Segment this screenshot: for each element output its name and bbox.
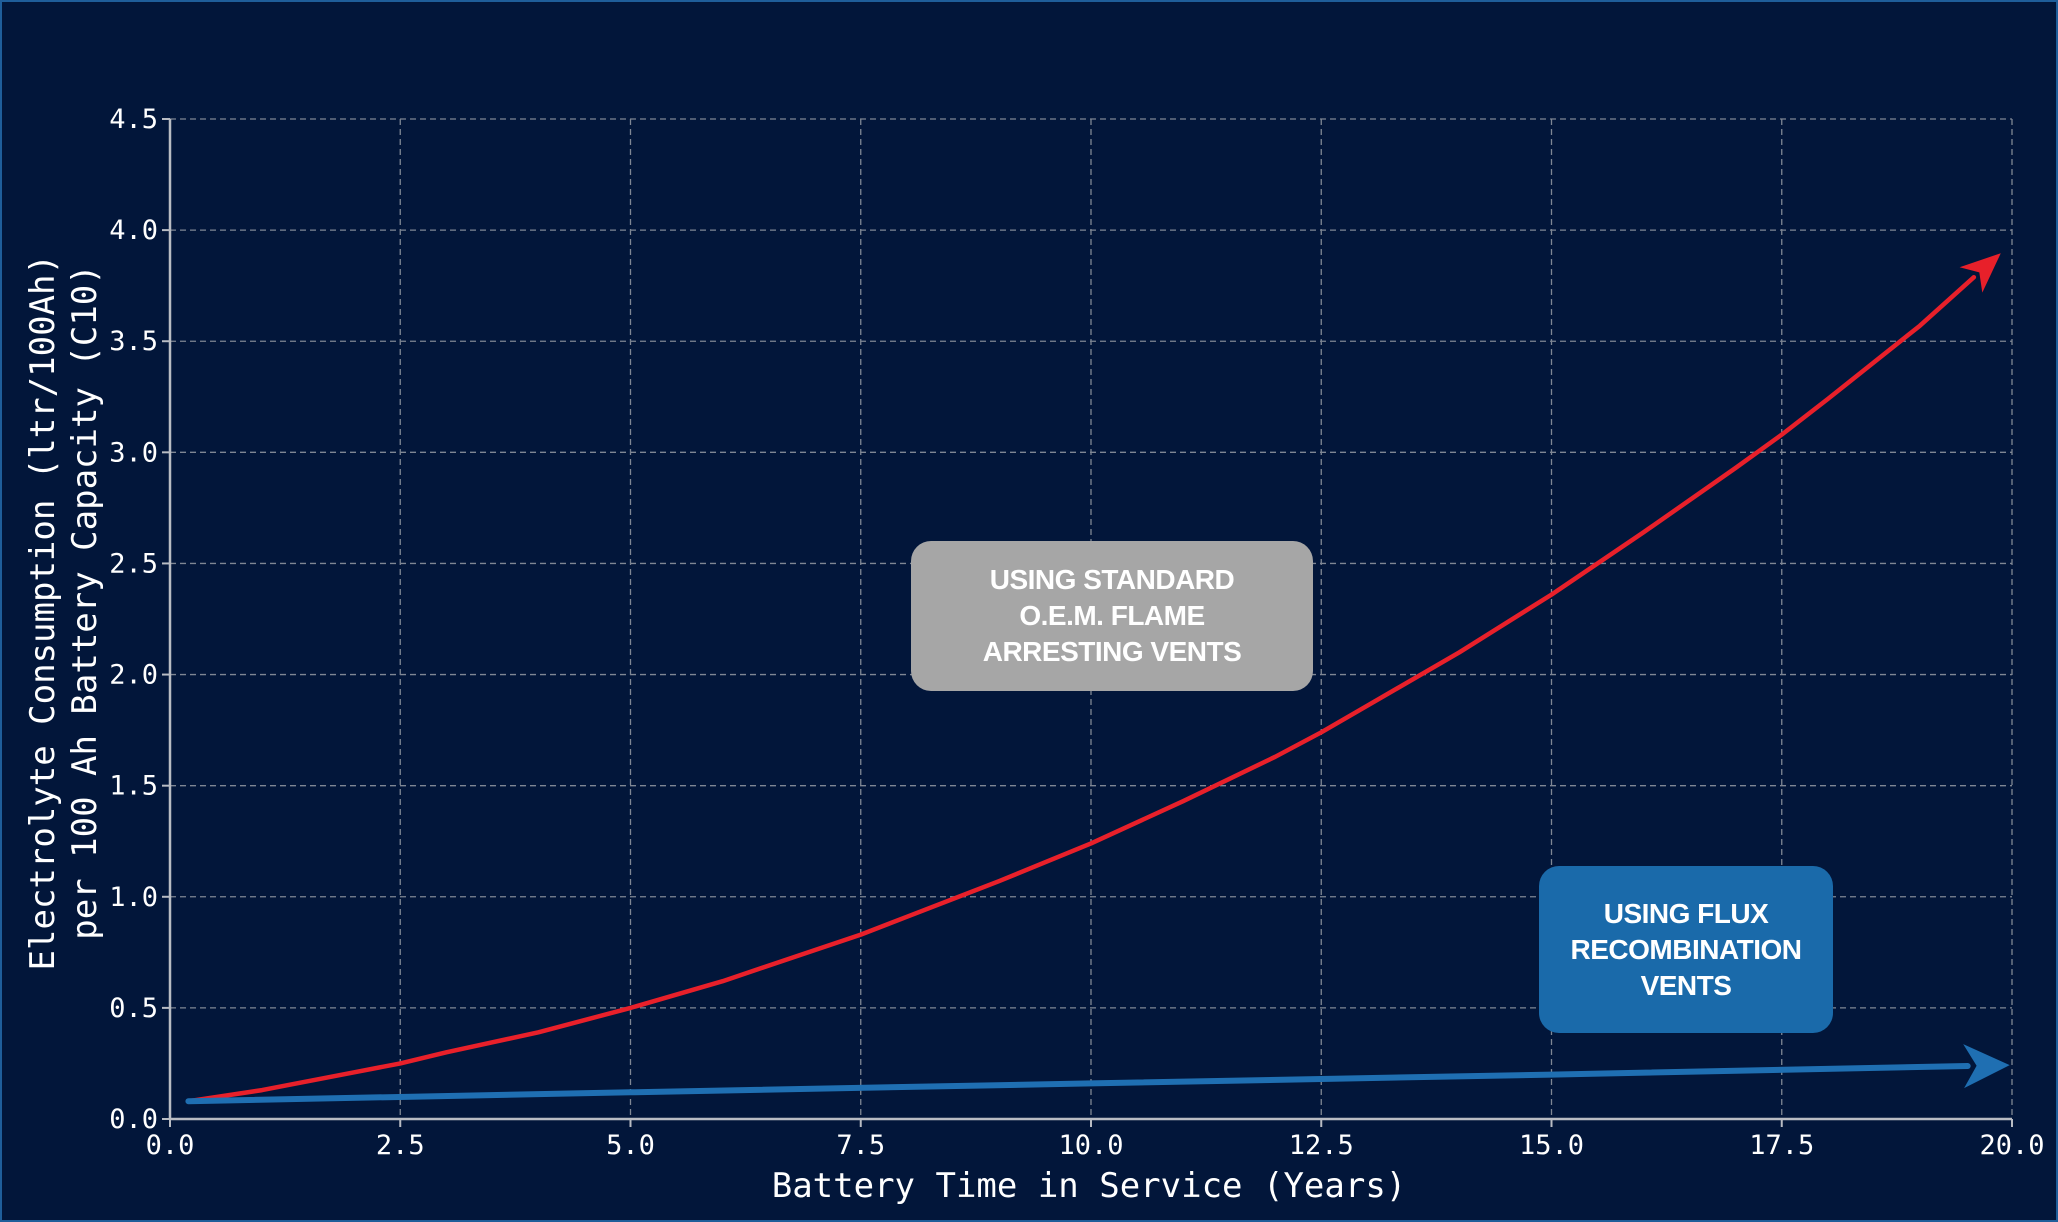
tick-labels: 0.0 2.5 5.0 7.5 10.0 12.5 15.0 17.5 20.0 0.0 0.5 1.… bbox=[109, 104, 2044, 1161]
series-1-arrowhead bbox=[1959, 253, 2001, 293]
x-tick-label: 7.5 bbox=[836, 1130, 885, 1161]
x-tick-label: 20.0 bbox=[1979, 1130, 2044, 1161]
x-tick-label: 12.5 bbox=[1289, 1130, 1354, 1161]
y-tick-label: 1.0 bbox=[109, 882, 158, 913]
series-1-line bbox=[186, 274, 1977, 1104]
annotation-flux-line-2: RECOMBINATION bbox=[1570, 933, 1802, 965]
y-tick-label: 1.5 bbox=[109, 771, 158, 802]
annotation-flux-line-1: USING FLUX bbox=[1603, 897, 1769, 929]
x-tick-label: 17.5 bbox=[1749, 1130, 1814, 1161]
y-tick-label: 4.0 bbox=[109, 215, 158, 246]
y-tick-label: 3.5 bbox=[109, 326, 158, 357]
y-tick-label: 2.0 bbox=[109, 660, 158, 691]
x-tick-label: 10.0 bbox=[1058, 1130, 1123, 1161]
annotation-flux-line-3: VENTS bbox=[1640, 969, 1732, 1001]
annotation-flux-vents: USING FLUX RECOMBINATION VENTS bbox=[1539, 866, 1833, 1033]
y-axis-title: Electrolyte Consumption (ltr/100Ah) per … bbox=[23, 234, 105, 971]
y-tick-label: 4.5 bbox=[109, 104, 158, 135]
axes bbox=[162, 118, 2013, 1127]
annotation-standard-line-3: ARRESTING VENTS bbox=[982, 636, 1242, 667]
y-tick-label: 0.0 bbox=[109, 1104, 158, 1135]
y-tick-label: 2.5 bbox=[109, 548, 158, 579]
y-axis-title-line-1: Electrolyte Consumption (ltr/100Ah) bbox=[23, 254, 63, 970]
annotation-standard-line-1: USING STANDARD bbox=[989, 564, 1235, 595]
series-2-line bbox=[185, 1063, 1971, 1105]
x-tick-label: 0.0 bbox=[146, 1130, 195, 1161]
series-2-arrowhead bbox=[1963, 1044, 2010, 1089]
x-tick-label: 15.0 bbox=[1519, 1130, 1584, 1161]
annotation-standard-vents: USING STANDARD O.E.M. FLAME ARRESTING VE… bbox=[911, 541, 1313, 691]
x-tick-label: 2.5 bbox=[376, 1130, 425, 1161]
y-tick-label: 3.0 bbox=[109, 437, 158, 468]
annotation-standard-line-2: O.E.M. FLAME bbox=[1019, 600, 1205, 631]
x-tick-label: 5.0 bbox=[606, 1130, 655, 1161]
series-layer bbox=[185, 253, 2010, 1105]
y-axis-title-line-2: per 100 Ah Battery Capacity (C10) bbox=[65, 264, 105, 940]
x-axis-title: Battery Time in Service (Years) bbox=[772, 1166, 1407, 1206]
y-tick-label: 0.5 bbox=[109, 993, 158, 1024]
